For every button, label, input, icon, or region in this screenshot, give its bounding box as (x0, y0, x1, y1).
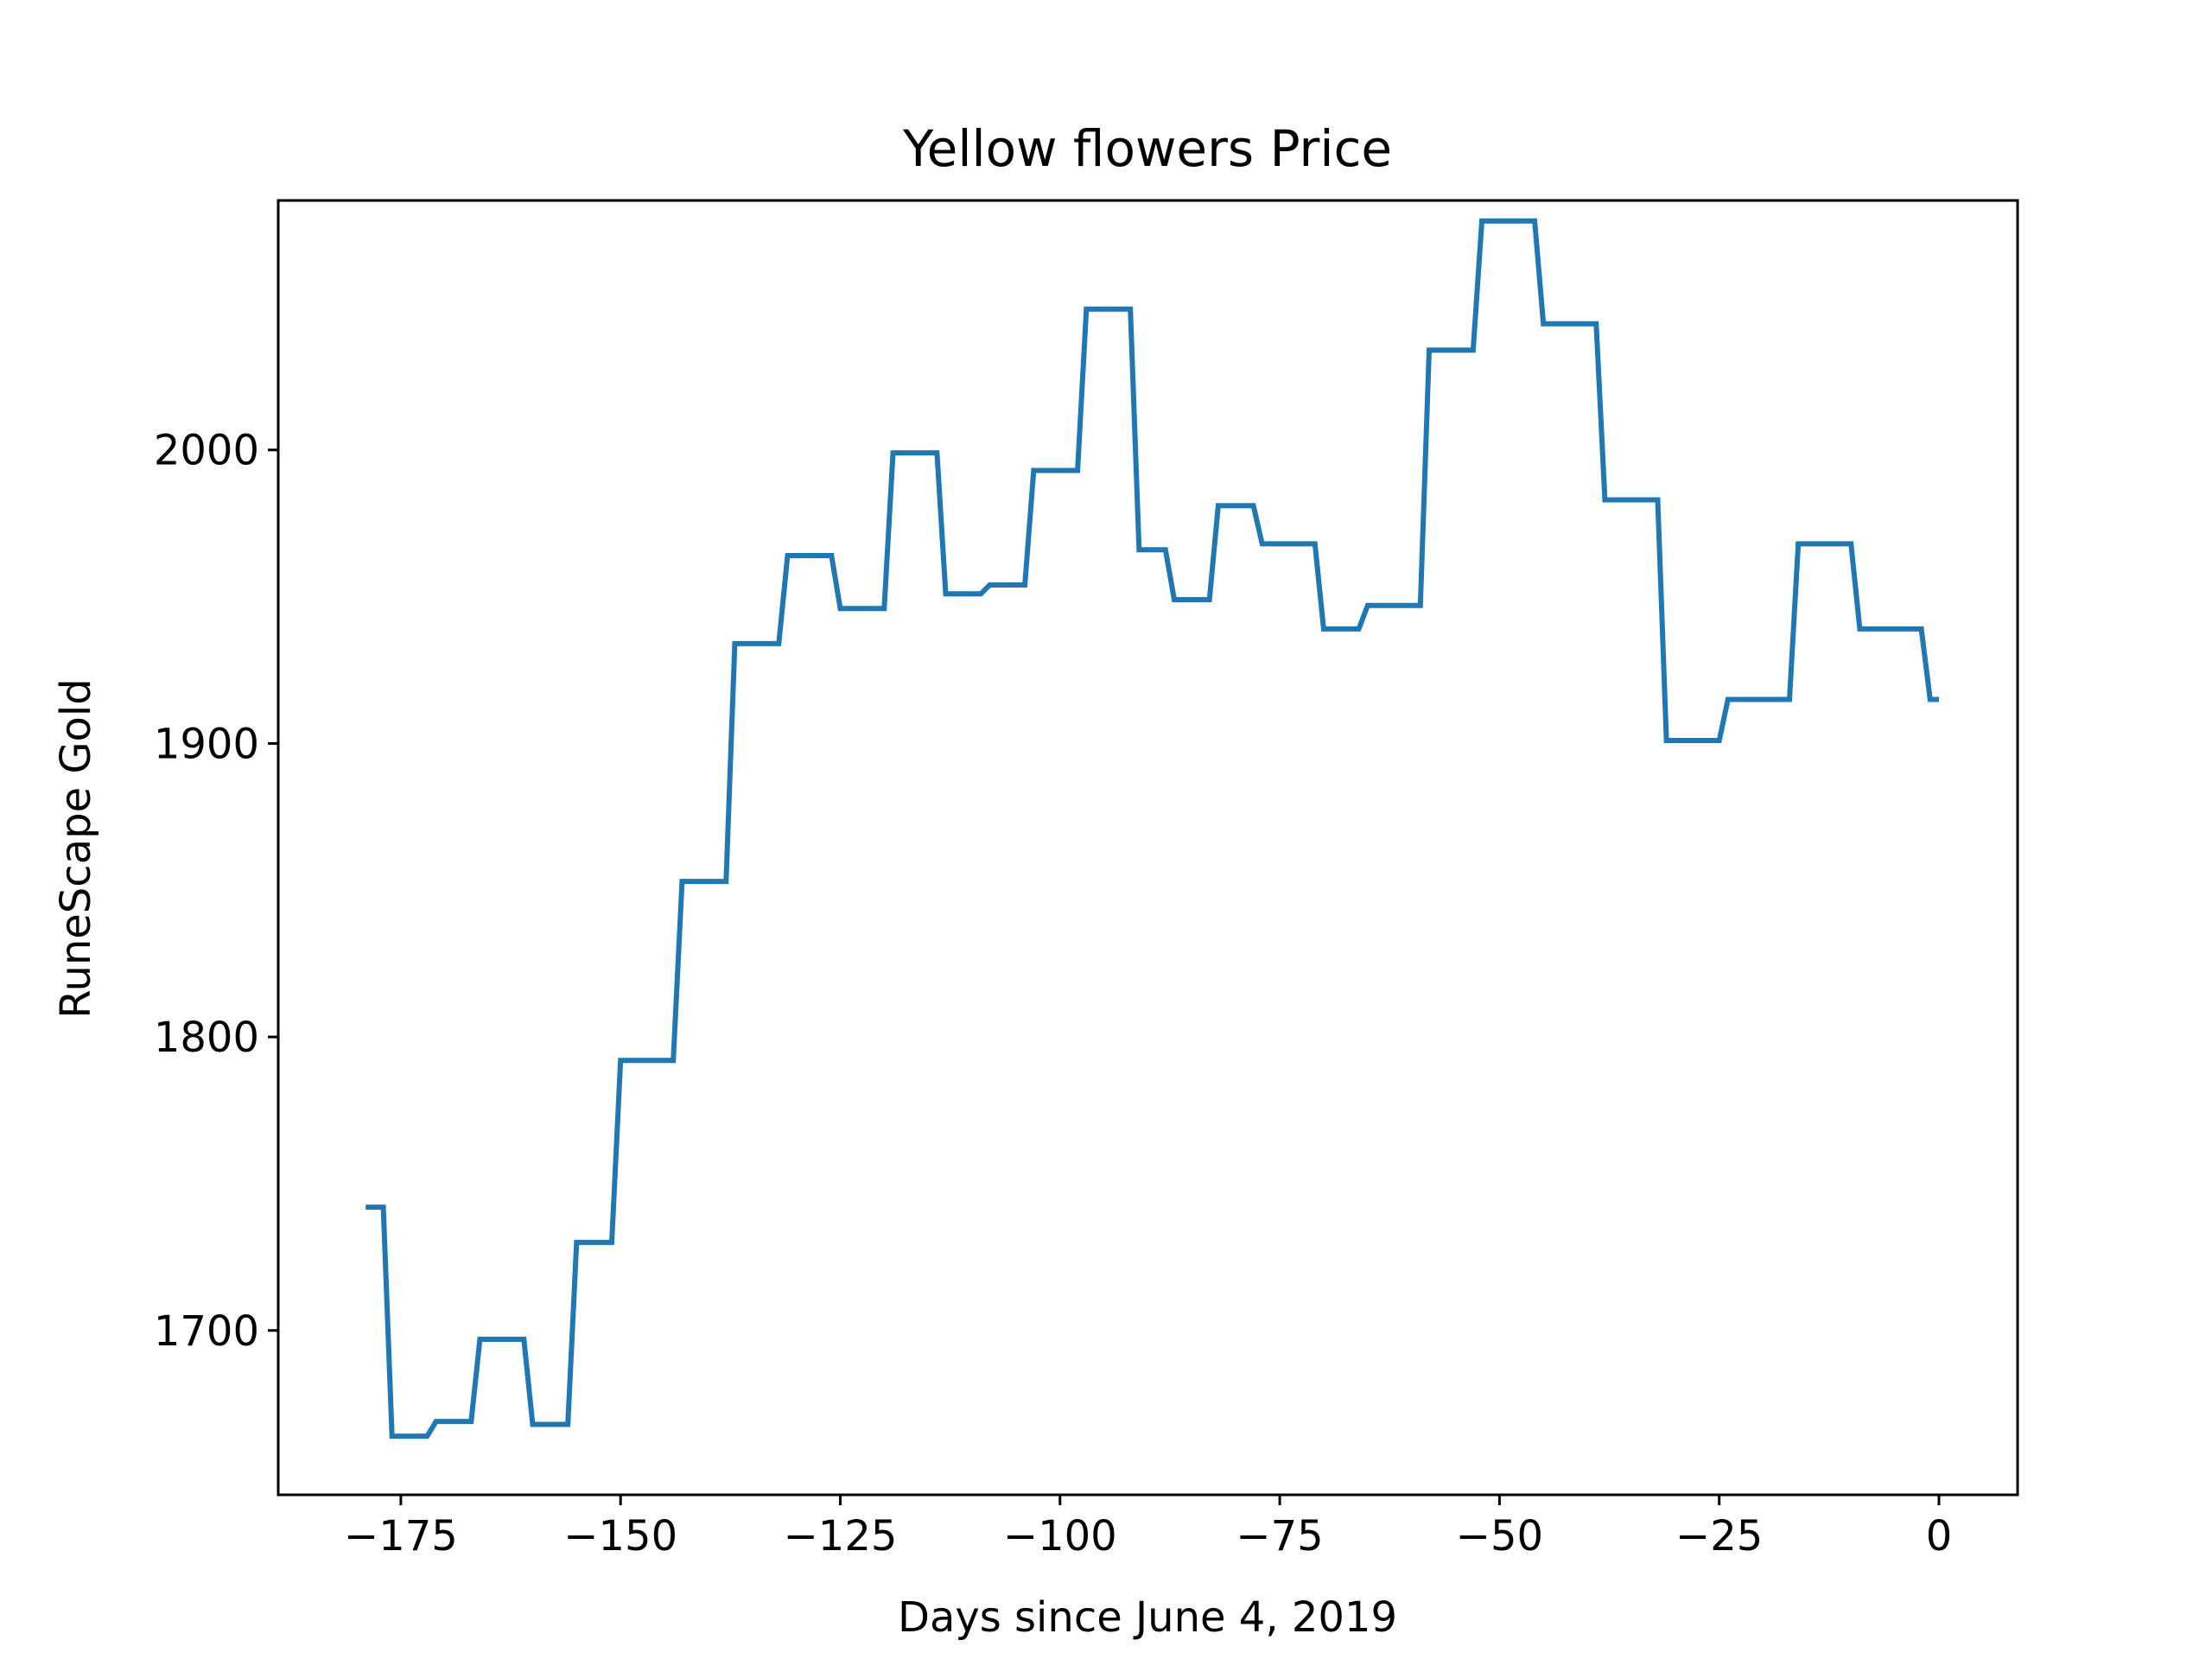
y-axis-label: RuneScape Gold (52, 678, 100, 1018)
x-axis-label: Days since June 4, 2019 (898, 1593, 1397, 1642)
x-tick-label: −50 (1456, 1512, 1543, 1560)
plot-area (276, 199, 2019, 1497)
x-tick-label: −75 (1236, 1512, 1323, 1560)
y-tick-label: 2000 (154, 427, 259, 475)
price-series-line (365, 218, 1939, 1440)
x-tick-label: −100 (1003, 1512, 1117, 1560)
x-tick-label: −175 (344, 1512, 458, 1560)
y-tick-label: 1900 (154, 720, 259, 768)
x-axis: −175 −150 −125 −100 −75 −50 −25 0 (344, 1495, 1952, 1560)
axes-frame (276, 199, 2019, 1497)
x-tick-label: −125 (784, 1512, 898, 1560)
x-tick-label: 0 (1926, 1512, 1953, 1560)
x-tick-label: −150 (563, 1512, 677, 1560)
x-tick-label: −25 (1675, 1512, 1763, 1560)
chart-title: Yellow flowers Price (902, 119, 1392, 178)
y-tick-label: 1700 (154, 1307, 259, 1356)
y-tick-label: 1800 (154, 1014, 259, 1062)
y-axis: 1700 1800 1900 2000 (154, 427, 278, 1356)
